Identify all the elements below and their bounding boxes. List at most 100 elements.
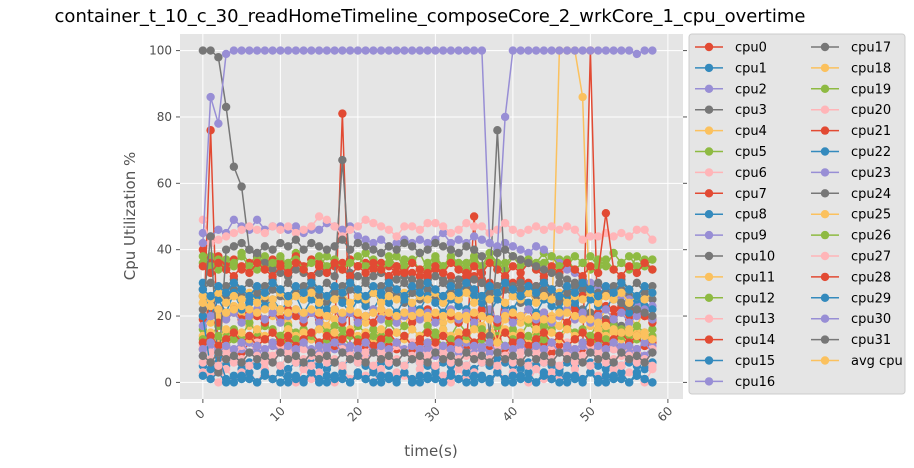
data-point bbox=[462, 288, 471, 298]
data-point bbox=[648, 361, 657, 371]
data-point bbox=[376, 288, 386, 298]
data-point bbox=[353, 308, 363, 317]
data-point bbox=[477, 46, 487, 55]
data-point bbox=[338, 298, 347, 307]
data-point bbox=[640, 364, 649, 374]
data-point bbox=[516, 311, 525, 321]
legend-marker bbox=[704, 126, 714, 135]
data-point bbox=[245, 348, 254, 357]
data-point bbox=[252, 378, 262, 387]
data-point bbox=[345, 305, 355, 314]
legend-label: cpu8 bbox=[735, 208, 767, 223]
data-point bbox=[214, 281, 223, 291]
data-point bbox=[632, 311, 642, 321]
series-cpu31 bbox=[198, 348, 657, 367]
data-point bbox=[252, 225, 262, 234]
data-point bbox=[454, 288, 463, 298]
legend-label: cpu28 bbox=[851, 270, 891, 285]
data-point bbox=[446, 378, 456, 387]
legend-item: cpu26 bbox=[811, 229, 891, 244]
data-point bbox=[338, 288, 347, 298]
data-point bbox=[252, 308, 262, 317]
data-point bbox=[516, 338, 525, 347]
legend-item: cpu9 bbox=[695, 229, 767, 244]
legend-item: cpu24 bbox=[811, 187, 891, 202]
data-point bbox=[353, 338, 363, 347]
data-point bbox=[384, 345, 394, 354]
data-point bbox=[508, 338, 518, 347]
data-point bbox=[415, 364, 425, 374]
data-point bbox=[469, 275, 479, 284]
data-point bbox=[415, 308, 425, 317]
data-point bbox=[221, 374, 231, 384]
data-point bbox=[477, 325, 487, 334]
x-tick-label: 20 bbox=[345, 404, 366, 425]
data-point bbox=[586, 262, 595, 271]
data-point bbox=[291, 345, 301, 354]
data-point bbox=[206, 358, 215, 367]
data-point bbox=[524, 46, 533, 55]
data-point bbox=[299, 288, 308, 298]
data-point bbox=[229, 345, 239, 354]
data-point bbox=[485, 378, 494, 387]
data-point bbox=[369, 318, 378, 327]
data-point bbox=[237, 238, 246, 248]
data-point bbox=[276, 378, 285, 387]
data-point bbox=[624, 232, 634, 241]
y-tick-label: 80 bbox=[157, 110, 172, 124]
data-point bbox=[322, 46, 332, 55]
data-point bbox=[586, 368, 595, 377]
legend-label: cpu15 bbox=[735, 354, 775, 369]
data-point bbox=[462, 272, 471, 281]
data-point bbox=[438, 291, 448, 301]
data-point bbox=[214, 119, 223, 128]
data-point bbox=[477, 305, 487, 314]
data-point bbox=[407, 325, 417, 334]
data-point bbox=[214, 331, 223, 341]
data-point bbox=[283, 298, 293, 307]
data-point bbox=[376, 235, 386, 244]
data-point bbox=[322, 321, 332, 331]
data-point bbox=[524, 248, 533, 258]
data-point bbox=[252, 258, 262, 268]
data-point bbox=[369, 308, 378, 317]
data-point bbox=[384, 358, 394, 367]
data-point bbox=[299, 378, 308, 387]
data-point bbox=[531, 281, 541, 291]
data-point bbox=[593, 341, 603, 351]
legend-label: cpu20 bbox=[851, 103, 891, 118]
data-point bbox=[609, 281, 618, 291]
data-point bbox=[330, 371, 339, 380]
x-tick-label: 10 bbox=[267, 404, 288, 425]
data-point bbox=[593, 232, 603, 241]
data-point bbox=[338, 315, 347, 324]
data-point bbox=[524, 305, 533, 314]
data-point bbox=[508, 351, 518, 361]
data-point bbox=[462, 368, 471, 377]
data-point bbox=[508, 291, 518, 301]
data-point bbox=[493, 288, 502, 298]
data-point bbox=[353, 238, 363, 248]
data-point bbox=[338, 368, 347, 377]
data-point bbox=[431, 308, 440, 317]
data-point bbox=[469, 222, 479, 231]
data-point bbox=[624, 341, 634, 351]
legend-label: cpu0 bbox=[735, 41, 767, 56]
data-point bbox=[221, 341, 231, 351]
data-point bbox=[547, 268, 556, 278]
data-point bbox=[229, 228, 239, 238]
data-point bbox=[477, 311, 487, 321]
data-point bbox=[431, 361, 440, 371]
data-point bbox=[423, 218, 432, 228]
legend-item: cpu18 bbox=[811, 61, 891, 76]
data-point bbox=[609, 345, 618, 354]
data-point bbox=[330, 272, 339, 281]
data-point bbox=[562, 281, 572, 291]
data-point bbox=[570, 288, 580, 298]
data-point bbox=[431, 368, 440, 377]
data-point bbox=[500, 112, 510, 122]
data-point bbox=[570, 374, 580, 384]
data-point bbox=[291, 228, 301, 238]
legend-marker bbox=[704, 210, 714, 219]
data-point bbox=[493, 281, 502, 291]
